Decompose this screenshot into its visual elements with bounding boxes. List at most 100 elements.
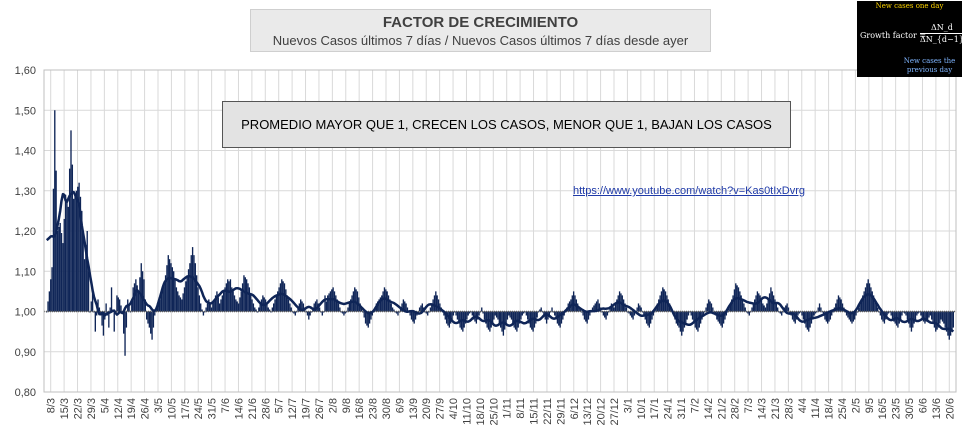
title-box: FACTOR DE CRECIMIENTO Nuevos Casos últim… <box>250 9 711 52</box>
formula-bottom-label: New cases the previous day <box>903 57 956 74</box>
bar <box>351 295 353 312</box>
bar <box>221 295 224 312</box>
bar <box>804 311 806 324</box>
bar <box>191 247 194 312</box>
bar <box>848 311 850 320</box>
bar <box>212 303 214 312</box>
bar <box>820 307 822 312</box>
bar <box>297 307 299 312</box>
bar <box>731 299 733 312</box>
bar <box>428 311 430 313</box>
bar <box>140 263 142 312</box>
x-tick-label: 4/4 <box>797 398 809 413</box>
bar <box>271 307 273 312</box>
bar <box>627 311 629 313</box>
bar <box>625 307 628 312</box>
youtube-link[interactable]: https://www.youtube.com/watch?v=Kas0tIxD… <box>573 185 806 197</box>
bar <box>705 307 707 312</box>
bar <box>168 259 171 312</box>
bar <box>206 303 209 312</box>
bar <box>914 311 917 320</box>
bar <box>939 311 941 324</box>
bar <box>177 291 179 312</box>
bar <box>193 255 195 312</box>
bar <box>652 311 655 316</box>
bar <box>604 311 606 318</box>
bar <box>725 311 727 316</box>
bar <box>420 305 422 312</box>
bar <box>424 311 426 313</box>
x-tick-label: 2/8 <box>327 398 339 413</box>
bar <box>708 299 710 312</box>
bar <box>283 283 286 312</box>
bar <box>645 311 648 324</box>
bar <box>174 279 176 312</box>
bar <box>81 210 83 312</box>
x-tick-label: 22/3 <box>73 398 85 419</box>
bar <box>468 311 471 314</box>
bar <box>944 311 946 328</box>
bar <box>406 307 409 312</box>
bar <box>508 311 510 316</box>
bar <box>163 281 165 312</box>
bar <box>200 303 202 312</box>
bar <box>391 307 394 312</box>
bar <box>202 311 205 316</box>
x-tick-label: 28/3 <box>783 398 795 419</box>
bar <box>614 303 617 312</box>
bar <box>898 311 900 324</box>
bar <box>920 311 922 316</box>
bar <box>85 245 87 312</box>
bar <box>58 226 60 312</box>
bar <box>706 303 709 312</box>
bar <box>445 311 448 324</box>
bar <box>287 299 290 312</box>
x-tick-label: 27/9 <box>435 398 447 419</box>
bar <box>166 265 168 312</box>
bar <box>50 279 52 312</box>
x-tick-label: 16/8 <box>354 398 366 419</box>
bar <box>586 311 588 324</box>
bar <box>354 287 356 312</box>
bar <box>147 311 149 324</box>
bar <box>740 295 742 312</box>
bar <box>776 307 779 312</box>
bar <box>224 287 226 312</box>
bar <box>382 291 384 312</box>
bar <box>936 311 938 330</box>
x-tick-label: 23/8 <box>368 398 380 419</box>
bar <box>245 279 248 312</box>
bar <box>587 311 590 320</box>
bar <box>902 311 905 313</box>
bar <box>913 311 915 324</box>
x-tick-label: 12/4 <box>113 398 125 419</box>
bar <box>702 311 705 316</box>
bar <box>889 311 891 313</box>
bar <box>906 311 909 320</box>
bar <box>443 311 445 316</box>
bar <box>874 299 876 312</box>
bar <box>110 287 113 312</box>
bar <box>852 311 855 322</box>
bar <box>308 311 310 320</box>
bar <box>835 303 837 312</box>
x-tick-label: 13/6 <box>931 398 943 419</box>
x-tick-label: 15/3 <box>59 398 71 419</box>
bar <box>521 311 523 316</box>
bar <box>248 287 251 312</box>
bar <box>186 275 188 312</box>
bar <box>63 218 65 312</box>
bar <box>824 311 826 320</box>
bar <box>413 311 415 324</box>
bar <box>908 311 910 324</box>
bar <box>785 305 787 312</box>
bar <box>759 295 761 312</box>
x-tick-label: 1/11 <box>502 398 514 419</box>
bar <box>917 311 919 314</box>
bar <box>395 311 398 314</box>
bar <box>633 311 636 316</box>
bar <box>593 305 595 312</box>
bar <box>259 303 261 312</box>
bar <box>282 281 284 312</box>
bar <box>89 311 91 313</box>
